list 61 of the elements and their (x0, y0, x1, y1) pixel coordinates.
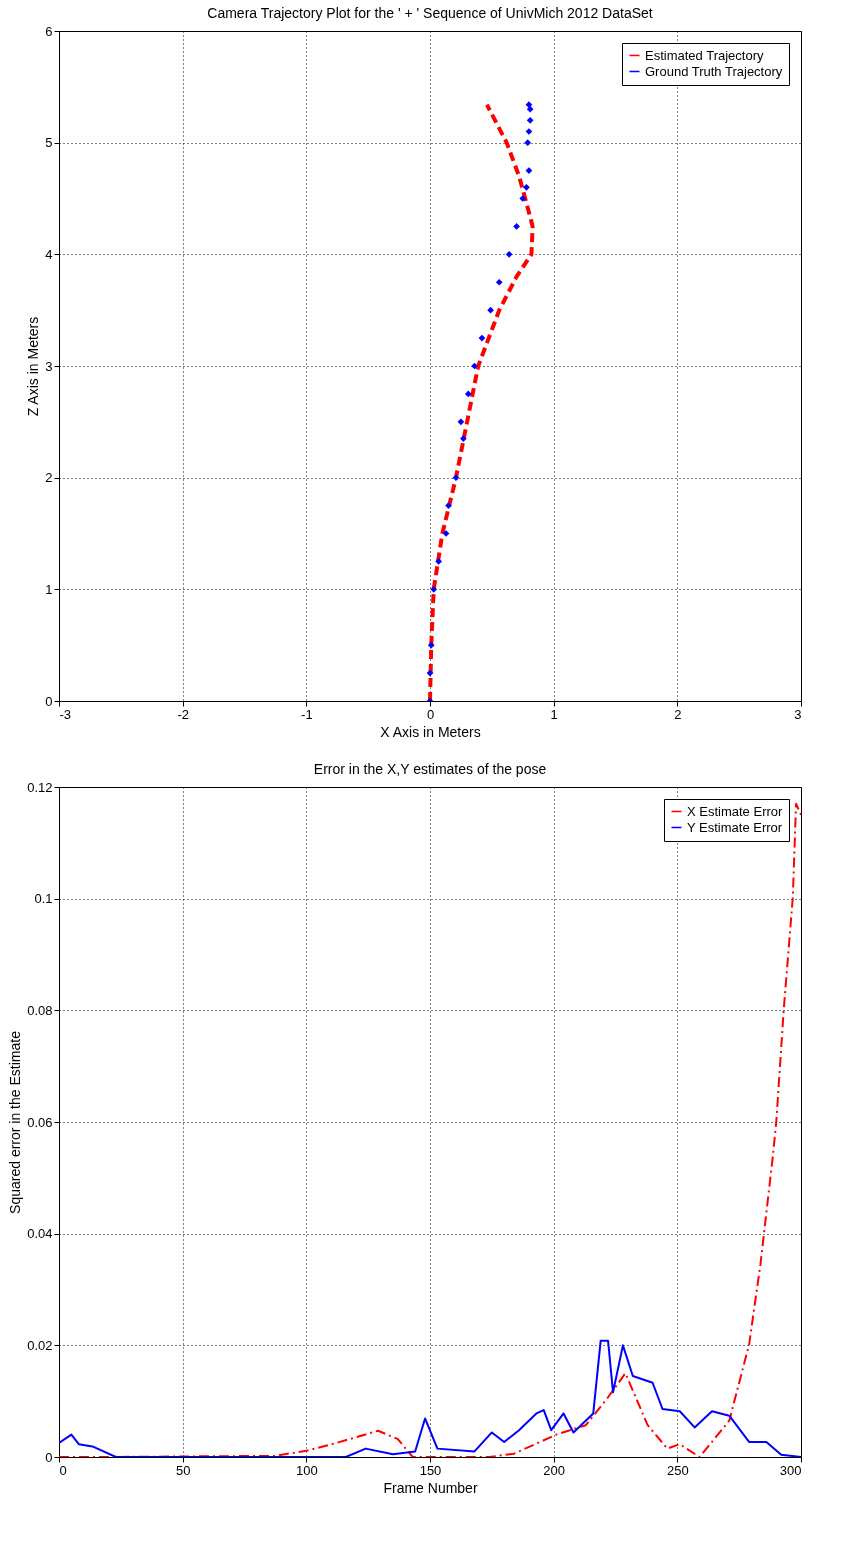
point (495, 278, 503, 286)
y-tick-label: 0.08 (27, 1002, 53, 1018)
legend-label: X Estimate Error (687, 803, 784, 819)
point (445, 502, 452, 509)
y-tick-label: 1 (45, 581, 53, 597)
point (457, 418, 465, 426)
y-tick-label: 0 (45, 693, 53, 709)
chart-title: Error in the X,Y estimates of the pose (313, 761, 547, 777)
point (523, 183, 530, 191)
x-tick-label: -3 (59, 706, 72, 722)
y-tick-label: 3 (45, 358, 53, 374)
legend-label: Estimated Trajectory (645, 47, 764, 63)
x-tick-label: 100 (295, 1462, 318, 1478)
point (526, 105, 534, 113)
y-tick-label: 5 (45, 135, 53, 151)
point (478, 334, 486, 342)
legend-label: Ground Truth Trajectory (645, 63, 783, 79)
point (505, 250, 513, 258)
y-axis-title: Squared error in the Estimate (7, 1030, 24, 1214)
point (427, 641, 435, 649)
x-tick-label: 3 (794, 706, 802, 722)
x-tick-label: 300 (779, 1462, 802, 1478)
x-axis-title: X Axis in Meters (380, 723, 481, 740)
point (464, 390, 472, 398)
x-tick-label: -1 (301, 706, 313, 722)
x-tick-label: 0 (426, 706, 435, 722)
point (430, 585, 438, 593)
point (460, 435, 467, 442)
y-tick-label: 0.06 (27, 1114, 53, 1130)
point (426, 669, 434, 677)
legend-label: Y Estimate Error (687, 819, 783, 835)
point (435, 558, 443, 565)
x-axis-title: Frame Number (383, 1479, 478, 1496)
y-tick-label: 6 (45, 23, 53, 39)
x-tick-label: 1 (550, 706, 558, 722)
y-axis-title: Z Axis in Meters (25, 316, 42, 417)
y-tick-label: 0.02 (27, 1337, 53, 1353)
point (452, 474, 460, 482)
y-tick-label: 0.1 (34, 891, 53, 907)
y-tick-label: 4 (45, 246, 53, 262)
line-series (59, 802, 801, 1457)
point (487, 306, 494, 314)
point (524, 139, 532, 147)
x-tick-label: 0 (59, 1462, 67, 1478)
point (525, 101, 533, 109)
y-tick-label: 2 (45, 470, 53, 486)
x-tick-label: 250 (666, 1462, 689, 1478)
chart-title: Camera Trajectory Plot for the ' + ' Sequence of UnivMich 2012 DataSet (207, 5, 653, 21)
y-tick-label: 0.12 (27, 779, 53, 795)
line-series (59, 1339, 801, 1457)
x-tick-label: 2 (674, 706, 682, 722)
y-tick-label: 0 (45, 1449, 53, 1465)
x-tick-label: -2 (177, 706, 189, 722)
x-tick-label: 50 (175, 1462, 191, 1478)
point (519, 195, 527, 202)
y-tick-label: 0.04 (27, 1226, 53, 1242)
x-tick-label: 200 (543, 1462, 566, 1478)
point (526, 116, 534, 124)
line-series (428, 102, 535, 701)
point (513, 223, 520, 230)
x-tick-label: 150 (419, 1462, 442, 1478)
